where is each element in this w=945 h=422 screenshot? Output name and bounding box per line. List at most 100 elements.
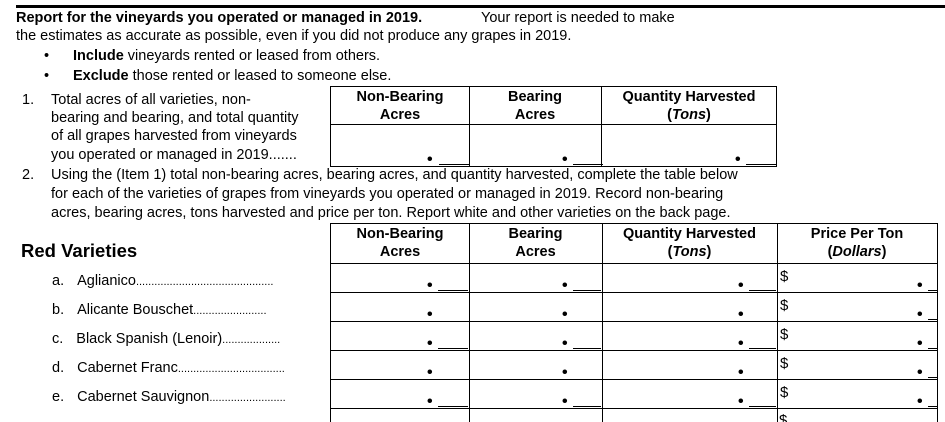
bearing-input[interactable]: •	[469, 293, 602, 323]
bearing-input[interactable]: •	[469, 322, 602, 352]
bearing-input[interactable]: •	[469, 264, 602, 294]
quantity-input[interactable]: •	[602, 322, 777, 352]
bearing-input[interactable]: •	[469, 380, 602, 410]
quantity-input[interactable]: •	[602, 380, 777, 410]
total-non-bearing-input[interactable]: •	[331, 125, 469, 168]
col-header-non-bearing: Non-Bearing Acres	[356, 89, 444, 123]
variety-letter: e.	[52, 389, 65, 405]
decimal-point: •	[917, 306, 923, 323]
digit-blanks	[928, 377, 938, 378]
total-quantity-input[interactable]: •	[601, 125, 777, 168]
digit-blanks	[438, 290, 468, 291]
variety-row-label: e. Cabernet Sauvignon....................…	[52, 388, 286, 408]
variety-row-label: c. Black Spanish (Lenoir)................…	[52, 330, 280, 350]
variety-row-label: d. Cabernet Franc........................…	[52, 359, 285, 379]
decimal-point: •	[427, 364, 433, 381]
bullet-icon: •	[44, 48, 50, 64]
col-header-bearing: Bearing Acres	[508, 89, 562, 123]
decimal-point: •	[562, 393, 568, 410]
bullet-include: Include vineyards rented or leased from …	[73, 47, 380, 66]
decimal-point: •	[917, 335, 923, 352]
intro-line2: the estimates as accurate as possible, e…	[16, 28, 572, 44]
quantity-input[interactable]: •	[602, 264, 777, 294]
include-label: Include	[73, 48, 124, 64]
decimal-point: •	[427, 277, 433, 294]
total-bearing-input[interactable]: •	[469, 125, 603, 168]
non-bearing-input[interactable]: •	[331, 264, 469, 294]
row-divider	[331, 408, 937, 409]
price-input[interactable]: • $	[777, 264, 939, 294]
item2-line: acres, bearing acres, tons harvested and…	[51, 205, 731, 221]
col-header-quantity: Quantity Harvested (Tons)	[622, 89, 756, 123]
digit-blanks	[573, 290, 601, 291]
variety-name: Aglianico	[77, 273, 136, 289]
row-divider	[331, 379, 937, 380]
decimal-point: •	[917, 277, 923, 294]
decimal-point: •	[917, 364, 923, 381]
variety-name: Cabernet Franc	[77, 360, 178, 376]
red-varieties-title: Red Varieties	[21, 240, 138, 261]
decimal-point: •	[427, 335, 433, 352]
dollar-sign: $	[780, 326, 789, 343]
digit-blanks	[928, 319, 938, 320]
bearing-input[interactable]: •	[469, 351, 602, 381]
digit-blanks	[573, 406, 601, 407]
digit-blanks	[438, 406, 468, 407]
bullet-icon: •	[44, 68, 50, 84]
digit-blanks	[749, 290, 776, 291]
varieties-table: Non-Bearing Acres Bearing Acres Quantity H…	[330, 223, 938, 422]
variety-name: Black Spanish (Lenoir)	[76, 331, 223, 347]
digit-blanks	[749, 406, 776, 407]
variety-letter: b.	[52, 302, 65, 318]
totals-table: Non-Bearing Acres Bearing Acres Quantity H…	[330, 86, 777, 168]
digit-blanks	[749, 348, 776, 349]
row-divider	[331, 350, 937, 351]
decimal-point: •	[562, 277, 568, 294]
variety-letter: a.	[52, 273, 65, 289]
col-header-price: Price Per Ton (Dollars)	[810, 226, 904, 260]
digit-blanks	[573, 348, 601, 349]
col-header-bearing: Bearing Acres	[508, 226, 563, 260]
decimal-point: •	[427, 306, 433, 323]
dollar-sign: $	[780, 268, 789, 285]
price-input[interactable]: • $	[777, 293, 939, 323]
item2-number: 2.	[22, 167, 35, 183]
top-rule	[16, 5, 945, 8]
quantity-input[interactable]: •	[602, 351, 777, 381]
exclude-text: those rented or leased to someone else.	[132, 68, 392, 84]
non-bearing-input[interactable]: •	[331, 322, 469, 352]
item1-line: of all grapes harvested from vineyards	[51, 128, 297, 144]
price-input[interactable]: • $	[777, 322, 939, 352]
quantity-input[interactable]: •	[602, 293, 777, 323]
dollar-sign: $	[780, 384, 789, 401]
intro-heading: Report for the vineyards you operated or…	[16, 10, 423, 26]
leader-dots: .........................	[209, 392, 286, 404]
intro-line1: Your report is needed to make	[481, 10, 675, 26]
leader-dots: ...................................	[177, 363, 285, 375]
variety-row-label: a. Aglianico.............................…	[52, 272, 273, 292]
non-bearing-input[interactable]: •	[331, 380, 469, 410]
price-input[interactable]: • $	[777, 351, 939, 381]
digit-blanks	[928, 290, 938, 291]
row-divider	[331, 263, 937, 264]
price-input[interactable]: • $	[777, 380, 939, 410]
leader-dots: ...................	[222, 334, 281, 346]
decimal-point: •	[738, 277, 744, 294]
non-bearing-input[interactable]: •	[331, 293, 469, 323]
decimal-point: •	[562, 335, 568, 352]
dollar-sign: $	[779, 412, 788, 422]
bullet-exclude: Exclude those rented or leased to someon…	[73, 67, 391, 86]
decimal-point: •	[562, 364, 568, 381]
item1-line: you operated or managed in 2019.......	[51, 147, 297, 163]
decimal-point: •	[917, 393, 923, 410]
item2-line: Using the (Item 1) total non-bearing acr…	[51, 167, 738, 183]
col-header-quantity: Quantity Harvested (Tons)	[623, 226, 756, 260]
non-bearing-input[interactable]: •	[331, 351, 469, 381]
variety-letter: d.	[52, 360, 65, 376]
row-divider	[331, 292, 937, 293]
item2-line: for each of the varieties of grapes from…	[51, 186, 724, 202]
item1-number: 1.	[22, 92, 35, 108]
col-header-non-bearing: Non-Bearing Acres	[356, 226, 444, 260]
variety-name: Alicante Bouschet	[77, 302, 194, 318]
decimal-point: •	[738, 364, 744, 381]
